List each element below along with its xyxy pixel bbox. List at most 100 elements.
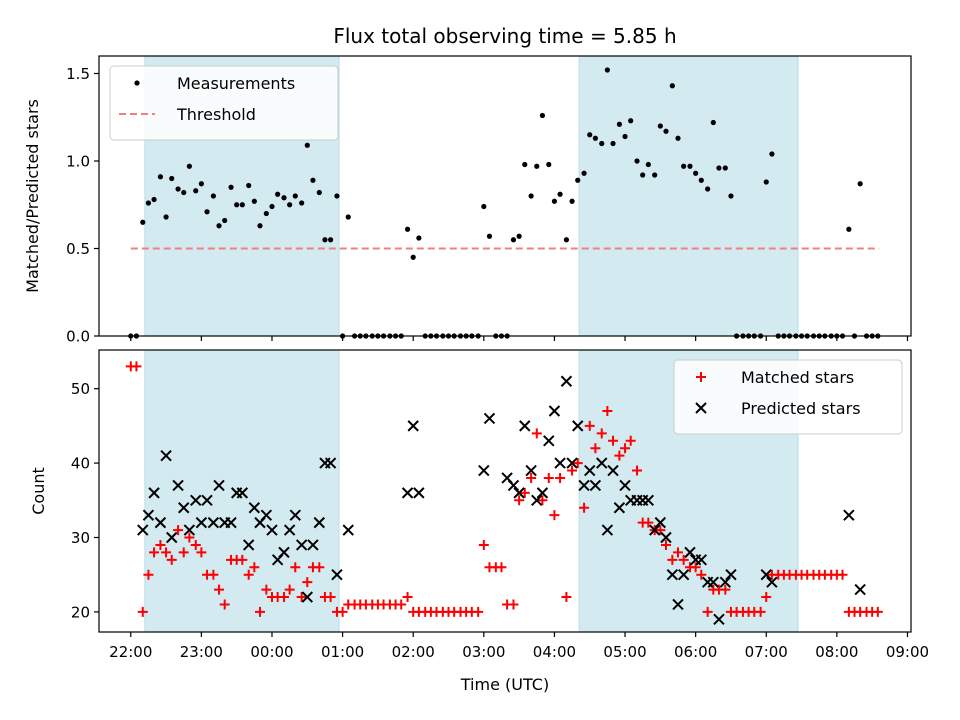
data-point-predicted: [324, 457, 337, 469]
data-point-predicted: [307, 539, 319, 551]
data-point: [316, 189, 322, 196]
data-point: [481, 203, 487, 210]
data-point: [269, 203, 275, 210]
data-point: [681, 163, 687, 169]
data-point: [299, 200, 305, 206]
data-point-predicted: [548, 405, 561, 417]
data-point-predicted: [760, 568, 772, 581]
data-point-predicted: [190, 494, 202, 507]
data-point-matched: [196, 547, 207, 558]
data-point: [722, 165, 728, 171]
data-point-predicted: [601, 524, 614, 536]
data-point: [157, 174, 164, 180]
data-point-predicted: [178, 502, 190, 514]
shaded-interval: [144, 349, 340, 633]
data-point: [263, 210, 269, 217]
data-point-predicted: [172, 479, 184, 492]
data-point: [628, 118, 634, 124]
data-point-matched: [579, 502, 590, 513]
data-point-predicted: [648, 524, 661, 536]
data-point-matched: [720, 584, 731, 595]
data-point: [675, 135, 681, 141]
data-point: [275, 191, 281, 197]
data-point-matched: [155, 539, 166, 550]
data-point: [181, 189, 187, 196]
data-point-predicted: [554, 457, 566, 469]
data-point-predicted: [525, 464, 537, 477]
data-point: [539, 112, 546, 119]
data-point-matched: [555, 472, 566, 483]
data-point: [327, 237, 334, 243]
data-point-predicted: [854, 583, 866, 596]
data-point-matched: [537, 495, 548, 506]
data-point-matched: [261, 584, 272, 595]
x-tick-label: 07:00: [745, 643, 788, 661]
data-point-predicted: [248, 502, 261, 514]
data-point-predicted: [160, 449, 172, 462]
data-point-matched: [590, 443, 601, 454]
data-point-matched: [543, 472, 554, 483]
data-point-predicted: [695, 554, 707, 566]
panel-counts: 20 30 40 50 22:00 23:00 00:00 01:00 02:00 03:00 0…: [29, 349, 929, 661]
data-point-predicted: [478, 464, 490, 477]
legend-label: Measurements: [177, 74, 295, 93]
data-point-matched: [660, 539, 671, 550]
data-point-matched: [137, 606, 148, 617]
panel-counts-yticks: 20 30 40 50: [71, 380, 99, 621]
data-point-predicted: [342, 524, 354, 536]
data-point: [257, 223, 263, 229]
data-point-matched: [837, 569, 848, 580]
data-point: [698, 177, 704, 183]
shaded-interval: [578, 55, 799, 337]
data-point: [510, 237, 517, 243]
data-point-matched: [249, 562, 260, 573]
data-point-matched: [672, 547, 683, 558]
panel-ratio-ylabel: Matched/Predicted stars: [23, 99, 42, 293]
data-point: [287, 202, 293, 208]
legend-label: Predicted stars: [741, 399, 861, 418]
data-point: [610, 140, 616, 147]
data-point-matched: [655, 525, 666, 536]
data-point-predicted: [266, 524, 278, 536]
data-point-predicted: [677, 568, 690, 581]
x-tick-label: 09:00: [886, 643, 929, 661]
data-point: [534, 163, 540, 169]
data-point-matched: [219, 599, 230, 610]
data-point-matched: [584, 420, 595, 431]
panel-counts-frame: [98, 349, 912, 633]
legend-marker: [696, 372, 706, 382]
data-point-predicted: [613, 502, 626, 514]
data-point: [198, 181, 204, 187]
data-point-predicted: [607, 464, 619, 477]
data-point-predicted: [283, 524, 296, 536]
data-point-matched: [166, 554, 177, 565]
data-point: [657, 123, 663, 129]
data-point-matched: [667, 554, 678, 565]
panel-ratio-frame: [98, 55, 912, 337]
data-point: [234, 202, 240, 208]
data-point: [857, 181, 863, 187]
data-point-predicted: [660, 531, 672, 544]
data-point: [669, 83, 675, 89]
y-tick-label: 0.0: [66, 328, 90, 346]
data-point: [716, 165, 722, 171]
data-point: [145, 200, 152, 206]
legend-box: [673, 359, 903, 435]
y-tick-label: 50: [71, 380, 90, 398]
data-point: [322, 237, 328, 243]
data-point-predicted: [572, 420, 584, 432]
data-point-matched: [337, 606, 348, 617]
data-point-matched: [526, 472, 537, 483]
data-point-predicted: [413, 487, 425, 499]
data-point-matched: [519, 487, 530, 498]
data-point-matched: [473, 606, 484, 617]
data-point-matched: [254, 606, 265, 617]
data-point: [169, 175, 175, 182]
data-point-predicted: [225, 516, 237, 529]
data-point-matched: [302, 577, 313, 588]
y-tick-label: 1.5: [66, 65, 90, 83]
data-point-matched: [325, 592, 336, 603]
data-point-predicted: [619, 479, 631, 492]
data-point-matched: [572, 458, 583, 469]
data-point: [186, 163, 192, 169]
